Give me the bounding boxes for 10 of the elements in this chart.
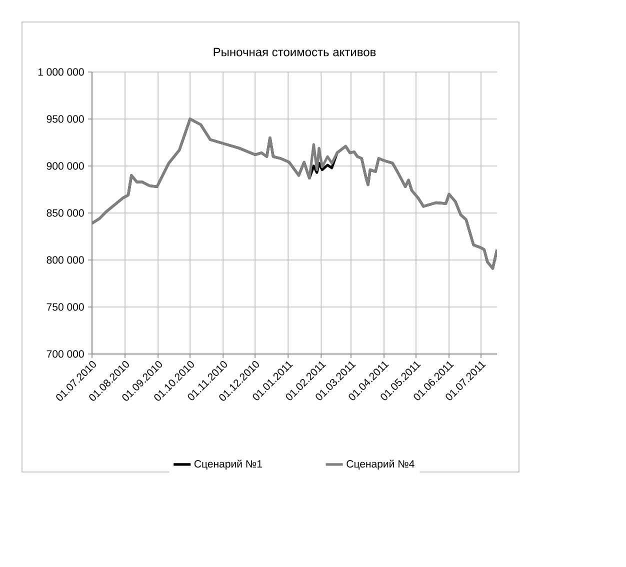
y-tick-label: 1 000 000: [38, 68, 84, 76]
y-tick-label: 850 000: [46, 209, 84, 217]
chart-title: Рыночная стоимость активов: [214, 48, 376, 56]
y-tick-label: 950 000: [46, 115, 84, 123]
legend-label: Сценарий №1: [194, 460, 262, 470]
y-tick-label: 800 000: [46, 256, 84, 264]
y-tick-label: 750 000: [46, 303, 84, 311]
legend-label: Сценарий №4: [346, 460, 414, 470]
y-tick-label: 700 000: [46, 350, 84, 358]
y-tick-label: 900 000: [46, 162, 84, 170]
